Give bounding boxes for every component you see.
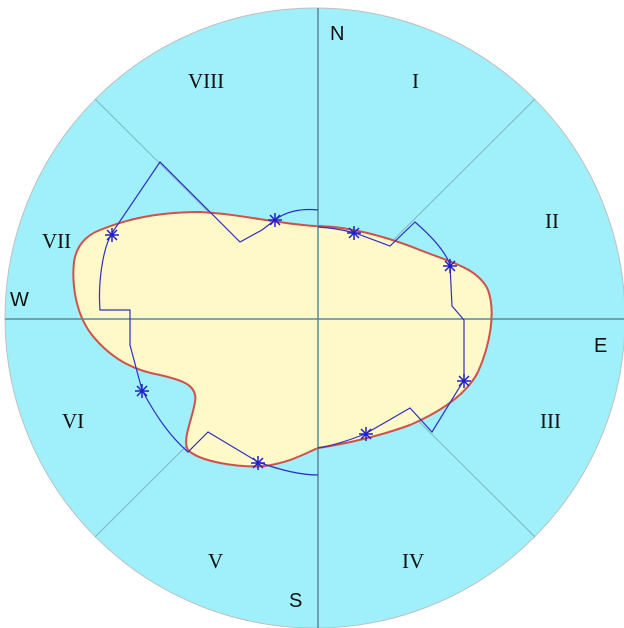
compass-axes [5, 8, 624, 628]
sector-labels: I II III IV V VI VII VIII [42, 69, 561, 573]
sector-label-7: VII [42, 229, 71, 253]
compass-labels: N E S W [10, 23, 607, 612]
asterisk-marker-icon [251, 456, 265, 470]
asterisk-marker-icon [135, 384, 149, 398]
compass-north: N [330, 23, 344, 45]
sector-label-1: I [412, 69, 419, 93]
asterisk-marker-icon [443, 259, 457, 273]
coverage-area [72, 210, 493, 468]
step-polygon-right [317, 221, 465, 449]
compass-south: S [289, 590, 302, 612]
asterisk-marker-icon [268, 213, 282, 227]
asterisk-marker-icon [457, 374, 471, 388]
sector-label-3: III [540, 409, 561, 433]
asterisk-marker-icon [105, 228, 119, 242]
sector-label-4: IV [402, 549, 424, 573]
compass-west: W [10, 289, 29, 311]
compass-east: E [594, 335, 607, 357]
asterisk-marker-icon [347, 226, 361, 240]
sector-label-5: V [208, 549, 223, 573]
sector-label-6: VI [62, 409, 84, 433]
sector-label-2: II [545, 209, 559, 233]
sector-label-8: VIII [188, 69, 224, 93]
markers [105, 213, 471, 470]
asterisk-marker-icon [359, 427, 373, 441]
